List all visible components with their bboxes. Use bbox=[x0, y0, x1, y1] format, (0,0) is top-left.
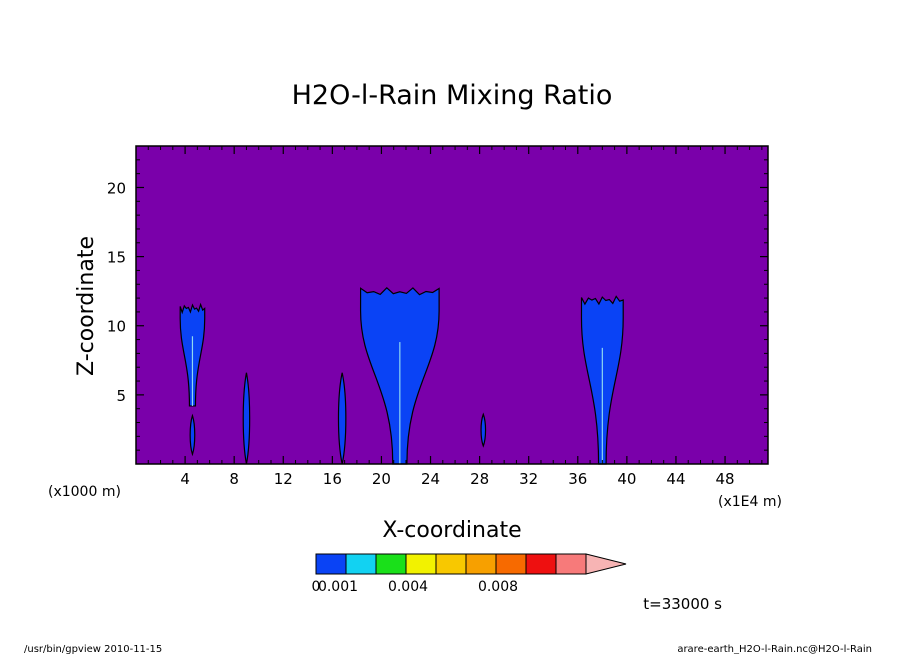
x-tick-label: 12 bbox=[274, 470, 293, 488]
x-tick-label: 16 bbox=[323, 470, 342, 488]
colorbar-swatch bbox=[375, 553, 407, 575]
chart-title: H2O-l-Rain Mixing Ratio bbox=[292, 80, 613, 111]
x-tick-label: 48 bbox=[716, 470, 735, 488]
x-tick-label: 32 bbox=[519, 470, 538, 488]
colorbar-label: 0.001 bbox=[318, 579, 358, 595]
x-axis-ticks: 4 8 12 16 20 24 28 32 36 40 44 48 bbox=[147, 146, 763, 488]
rain-cell bbox=[337, 372, 347, 465]
x-tick-label: 4 bbox=[180, 470, 190, 488]
colorbar-swatch bbox=[555, 553, 587, 575]
rain-cells bbox=[179, 286, 624, 465]
x-tick-label: 36 bbox=[568, 470, 587, 488]
rain-cell bbox=[480, 412, 487, 448]
colorbar-extend-arrow bbox=[585, 553, 627, 575]
y-axis-label: Z-coordinate bbox=[74, 236, 99, 376]
rain-cell bbox=[189, 413, 196, 457]
colorbar-swatch bbox=[435, 553, 467, 575]
colorbar-swatch bbox=[525, 553, 557, 575]
x-tick-label: 20 bbox=[372, 470, 391, 488]
colorbar-label-zero: 0 bbox=[312, 579, 321, 595]
y-tick-label: 5 bbox=[116, 387, 126, 405]
x-tick-label: 40 bbox=[617, 470, 636, 488]
colorbar: 0.001 0.004 0.008 0 bbox=[312, 553, 627, 595]
y-tick-label: 20 bbox=[107, 179, 126, 197]
colorbar-swatch bbox=[495, 553, 527, 575]
y-axis-ticks: 5 10 15 20 bbox=[107, 159, 768, 451]
x-unit-right: (x1E4 m) bbox=[718, 494, 782, 510]
colorbar-swatch bbox=[405, 553, 437, 575]
colorbar-swatch bbox=[345, 553, 377, 575]
x-tick-label: 24 bbox=[421, 470, 440, 488]
colorbar-label: 0.008 bbox=[478, 579, 518, 595]
footer-left: /usr/bin/gpview 2010-11-15 bbox=[24, 644, 162, 654]
colorbar-swatch bbox=[465, 553, 497, 575]
x-axis-label: X-coordinate bbox=[382, 518, 521, 543]
y-tick-label: 10 bbox=[107, 318, 126, 336]
plot-frame bbox=[135, 145, 769, 465]
colorbar-label: 0.004 bbox=[388, 579, 428, 595]
time-label: t=33000 s bbox=[643, 595, 722, 613]
plot-background bbox=[136, 146, 768, 464]
x-tick-label: 44 bbox=[666, 470, 685, 488]
x-tick-label: 28 bbox=[470, 470, 489, 488]
rain-cell bbox=[242, 372, 251, 465]
y-tick-label: 15 bbox=[107, 249, 126, 267]
footer-right: arare-earth_H2O-l-Rain.nc@H2O-l-Rain bbox=[677, 644, 872, 654]
x-unit-left: (x1000 m) bbox=[48, 484, 121, 500]
colorbar-swatch bbox=[315, 553, 347, 575]
x-tick-label: 8 bbox=[229, 470, 239, 488]
